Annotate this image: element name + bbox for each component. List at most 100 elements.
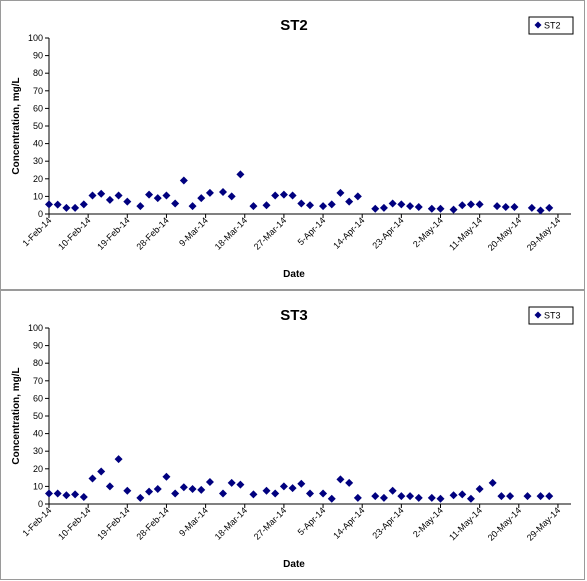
y-tick-label: 90 xyxy=(33,51,43,61)
data-point xyxy=(62,203,71,212)
legend-box xyxy=(528,306,574,325)
data-point xyxy=(262,486,271,495)
data-point xyxy=(219,188,227,196)
x-tick-label: 19-Feb-14 xyxy=(95,505,131,541)
x-tick-label: 1-Feb-14 xyxy=(21,505,54,538)
data-point xyxy=(414,493,423,502)
data-point xyxy=(271,489,280,498)
data-point xyxy=(449,205,458,214)
legend-label: ST2 xyxy=(544,21,561,31)
data-point xyxy=(345,197,354,206)
data-point xyxy=(271,191,280,200)
data-point xyxy=(53,489,62,498)
data-point xyxy=(136,202,145,211)
data-point xyxy=(153,194,162,203)
x-axis-title: Date xyxy=(283,269,305,280)
legend: ST2 xyxy=(528,16,574,35)
data-point xyxy=(114,191,123,200)
data-point xyxy=(449,491,458,500)
data-point xyxy=(475,485,484,494)
x-tick-label: 10-Feb-14 xyxy=(56,215,92,251)
data-point xyxy=(236,170,245,179)
x-tick-label: 11-May-14 xyxy=(447,505,484,542)
data-point xyxy=(388,199,397,208)
data-point xyxy=(179,176,188,185)
data-point xyxy=(162,472,171,481)
data-point xyxy=(262,201,271,210)
y-tick-label: 100 xyxy=(28,33,43,43)
data-point xyxy=(79,200,88,209)
y-tick-label: 50 xyxy=(33,411,43,421)
x-tick-label: 10-Feb-14 xyxy=(56,505,92,541)
data-point xyxy=(475,200,484,209)
data-point xyxy=(327,494,336,503)
data-point xyxy=(279,190,288,199)
data-point xyxy=(136,493,145,502)
chart-st2: ST2 0 10 20 30 40 50 60 70 80 90 100 1-Feb-14 10-Feb-… xyxy=(11,16,574,280)
x-tick-label: 18-Mar-14 xyxy=(213,505,249,541)
data-point xyxy=(288,484,297,493)
chart-st3: ST3 0 10 20 30 40 50 60 70 80 90 100 1-Feb-14 10-Feb-… xyxy=(11,306,574,570)
data-point xyxy=(319,202,328,211)
data-point xyxy=(327,200,336,209)
data-point xyxy=(123,197,132,206)
y-tick-label: 70 xyxy=(33,376,43,386)
data-point xyxy=(436,204,445,213)
data-point xyxy=(153,485,162,494)
data-point xyxy=(53,200,62,209)
data-point xyxy=(197,194,206,203)
y-tick-label: 10 xyxy=(33,191,43,201)
data-point xyxy=(379,203,388,212)
data-point xyxy=(427,493,436,502)
data-point xyxy=(345,478,354,487)
data-point xyxy=(188,485,197,494)
data-point xyxy=(527,203,536,212)
data-point xyxy=(545,203,554,212)
data-point xyxy=(171,489,180,498)
data-point xyxy=(466,200,475,209)
data-point xyxy=(388,486,397,495)
y-tick-label: 0 xyxy=(38,499,43,509)
data-point xyxy=(297,199,306,208)
x-tick-label: 20-May-14 xyxy=(486,505,523,542)
data-point xyxy=(379,493,388,502)
data-point xyxy=(162,191,171,200)
data-point xyxy=(397,492,406,501)
x-tick-label: 19-Feb-14 xyxy=(95,215,131,251)
data-point xyxy=(188,202,197,211)
data-point xyxy=(97,467,106,476)
x-tick-label: 2-May-14 xyxy=(411,215,445,249)
x-tick-label: 27-Mar-14 xyxy=(252,215,288,251)
data-point xyxy=(88,474,97,483)
data-point xyxy=(371,204,380,213)
data-point xyxy=(306,489,314,498)
y-tick-label: 0 xyxy=(38,209,43,219)
x-tick-label: 18-Mar-14 xyxy=(213,215,249,251)
legend: ST3 xyxy=(528,306,574,325)
y-tick-label: 20 xyxy=(33,464,43,474)
st2-chart-title: ST2 xyxy=(280,17,308,34)
y-tick-label: 80 xyxy=(33,68,43,78)
x-tick-label: 28-Feb-14 xyxy=(134,505,170,541)
data-point xyxy=(353,493,362,502)
data-point xyxy=(397,200,406,209)
chart-panel-st3: ST3 0 10 20 30 40 50 60 70 80 90 100 1-Feb-14 10-Feb-… xyxy=(0,290,585,580)
data-point xyxy=(536,492,545,501)
data-point xyxy=(249,202,258,211)
x-tick-label: 9-Mar-14 xyxy=(177,505,210,538)
data-point xyxy=(62,491,71,500)
data-point xyxy=(79,492,88,501)
y-tick-label: 40 xyxy=(33,139,43,149)
x-tick-label: 27-Mar-14 xyxy=(252,505,288,541)
y-axis-title: Concentration, mg/L xyxy=(11,367,22,464)
data-point xyxy=(123,486,132,495)
x-tick-label: 9-Mar-14 xyxy=(177,215,210,248)
data-point xyxy=(336,188,345,197)
data-point xyxy=(145,487,154,496)
x-tick-label: 1-Feb-14 xyxy=(21,215,54,248)
x-tick-label: 20-May-14 xyxy=(486,215,523,252)
data-point xyxy=(336,475,345,484)
data-point xyxy=(219,489,227,498)
x-tick-label: 14-Apr-14 xyxy=(331,215,366,250)
y-tick-label: 60 xyxy=(33,103,43,113)
